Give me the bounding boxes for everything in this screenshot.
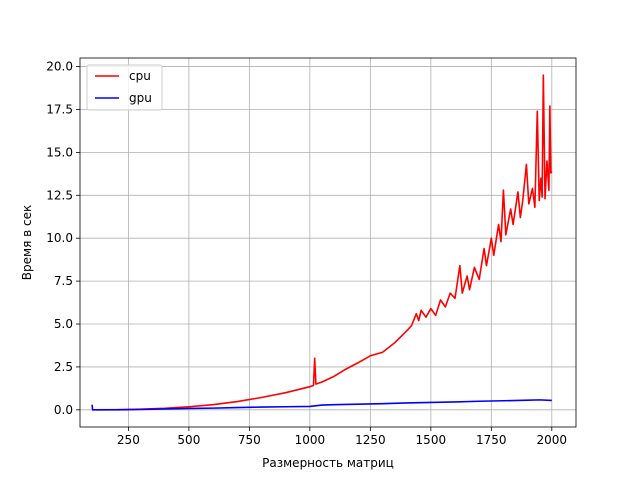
y-tick-label: 10.0	[46, 231, 73, 245]
series-line-gpu	[91, 399, 552, 411]
y-tick-label: 7.5	[54, 274, 73, 288]
ticks: 250 500 750 1000 1250 1500 1750 2000 0.0 2.5 5.0 7.…	[46, 60, 567, 447]
x-tick-label: 500	[177, 433, 200, 447]
y-tick-label: 17.5	[46, 102, 73, 116]
y-tick-label: 0.0	[54, 403, 73, 417]
series-group	[91, 74, 553, 411]
y-tick-label: 2.5	[54, 360, 73, 374]
y-tick-label: 12.5	[46, 188, 73, 202]
x-tick-label: 250	[117, 433, 140, 447]
plot-frame	[79, 57, 577, 428]
series-line-cpu	[92, 74, 553, 411]
legend-label-cpu: cpu	[129, 69, 151, 83]
x-tick-label: 1500	[416, 433, 447, 447]
y-tick-label: 5.0	[54, 317, 73, 331]
x-axis-label: Размерность матриц	[262, 456, 394, 470]
y-tick-label: 20.0	[46, 60, 73, 74]
legend-label-gpu: gpu	[129, 91, 152, 105]
x-tick-label: 2000	[537, 433, 568, 447]
x-tick-label: 1250	[355, 433, 386, 447]
x-tick-label: 1750	[476, 433, 507, 447]
y-tick-label: 15.0	[46, 145, 73, 159]
grid	[80, 58, 576, 427]
legend: cpu gpu	[86, 64, 163, 111]
x-tick-label: 1000	[295, 433, 326, 447]
x-tick-label: 750	[238, 433, 261, 447]
y-axis-label: Время в сек	[20, 205, 34, 280]
